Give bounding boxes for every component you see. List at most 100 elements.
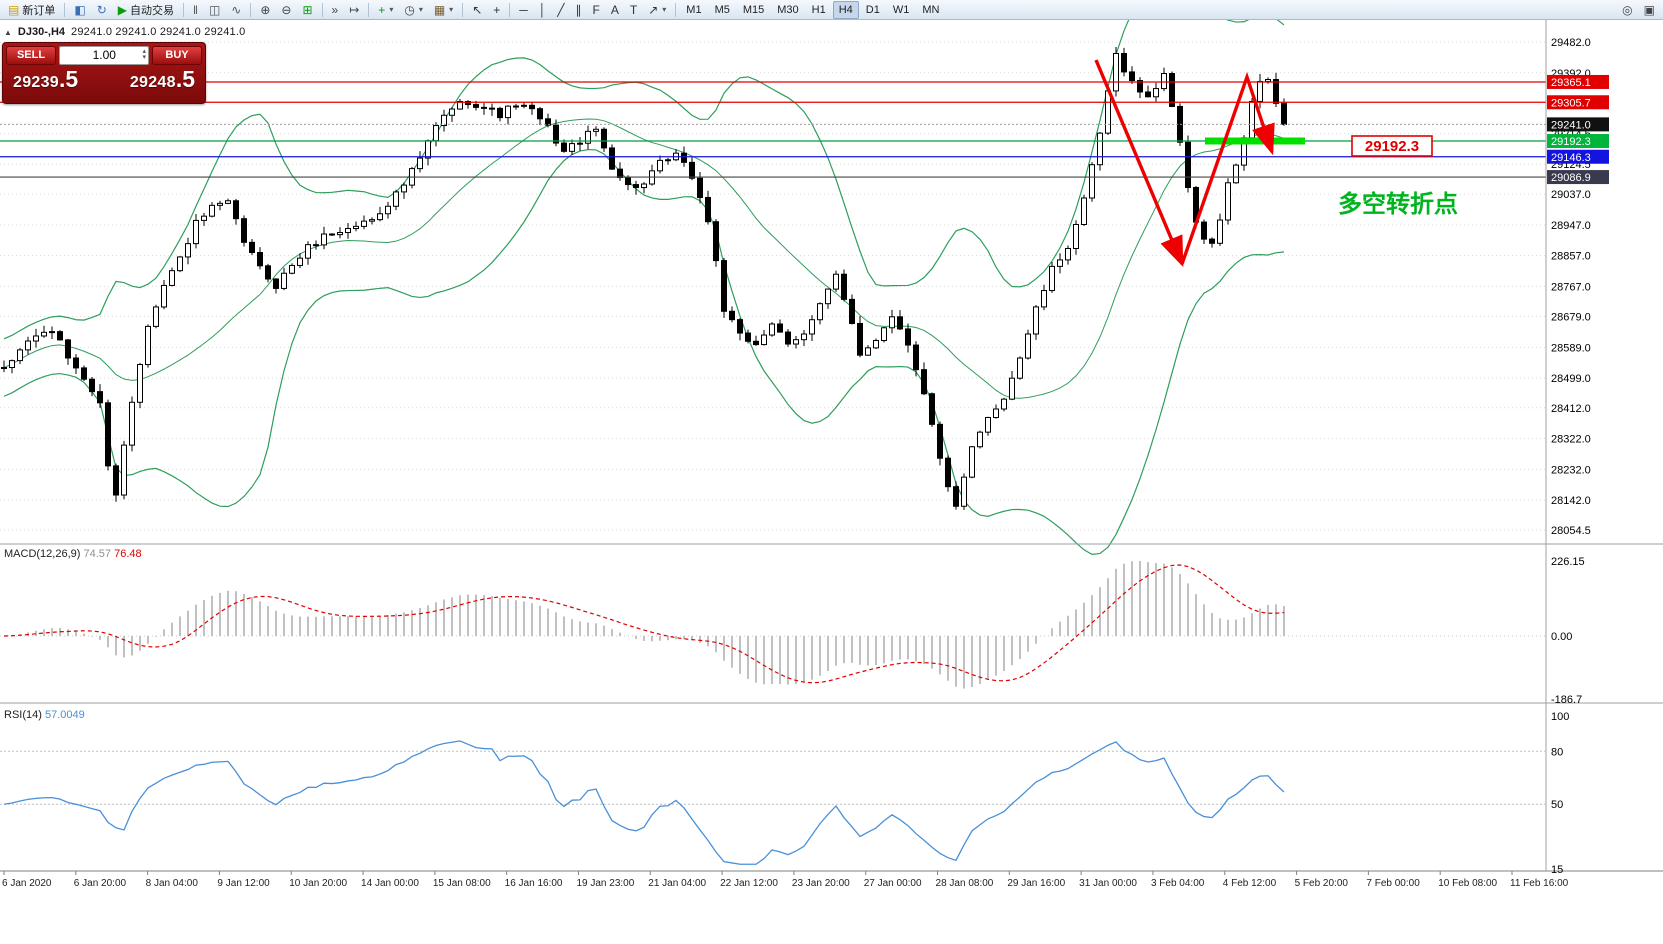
timeframe-m1-label: M1	[686, 3, 702, 16]
zoom-out-icon[interactable]: ⊖	[276, 1, 296, 19]
horizontal-line-icon[interactable]: ─	[514, 1, 533, 19]
volume-input[interactable]: 1.00 ▴ ▾	[59, 45, 149, 65]
time-label: 19 Jan 23:00	[576, 878, 634, 889]
oneclick-toggle-icon[interactable]: ▲	[4, 27, 12, 37]
horizontal-line-icon-glyph: ─	[519, 2, 528, 17]
time-label: 6 Jan 2020	[2, 878, 52, 889]
volume-up-icon[interactable]: ▴	[142, 48, 146, 55]
indicators-icon[interactable]: + ▾	[373, 1, 398, 19]
horizontal-lines[interactable]	[0, 81, 1546, 178]
templates-icon[interactable]: ▦ ▾	[429, 1, 458, 19]
chart-shift-icon[interactable]: ↦	[344, 1, 364, 19]
time-label: 8 Jan 04:00	[146, 878, 199, 889]
label-tool-icon[interactable]: T	[625, 1, 642, 19]
timeframe-d1[interactable]: D1	[860, 1, 886, 19]
time-label: 29 Jan 16:00	[1007, 878, 1065, 889]
text-tool-icon[interactable]: A	[606, 1, 624, 19]
bar-chart-icon[interactable]: ‖	[188, 1, 203, 19]
buy-price[interactable]: 29248.5	[130, 68, 195, 92]
macd-scale-label: 226.15	[1551, 556, 1585, 568]
svg-text:29037.0: 29037.0	[1551, 189, 1591, 201]
crosshair-icon[interactable]: +	[488, 1, 505, 19]
search-icon[interactable]: ◎	[1617, 1, 1637, 19]
volume-down-icon[interactable]: ▾	[142, 54, 146, 61]
svg-text:28054.5: 28054.5	[1551, 525, 1591, 537]
timeframe-m15[interactable]: M15	[737, 1, 770, 19]
timeframe-h1[interactable]: H1	[806, 1, 832, 19]
timeframe-mn-label: MN	[922, 3, 940, 16]
templates-icon-glyph: ▦	[433, 2, 446, 17]
timeframe-m30-label: M30	[777, 3, 799, 16]
svg-text:29482.0: 29482.0	[1551, 37, 1591, 49]
svg-text:28232.0: 28232.0	[1551, 464, 1591, 476]
price-callout[interactable]: 29192.3	[1351, 135, 1433, 157]
dropdown-caret-icon: ▾	[389, 5, 394, 14]
price-axis-badges: 29365.1 29305.7 29241.0 29192.3 29146.3 29086…	[1547, 74, 1609, 185]
timeframe-w1[interactable]: W1	[887, 1, 916, 19]
vertical-line-icon[interactable]: │	[534, 1, 552, 19]
toolbar-separator	[675, 2, 677, 17]
tile-windows-icon[interactable]: ⊞	[297, 1, 317, 19]
bollinger-lower	[3, 148, 1285, 555]
zoom-in-icon[interactable]: ⊕	[255, 1, 275, 19]
zoom-in-icon-glyph: ⊕	[260, 2, 271, 17]
refresh-icon[interactable]: ↻	[92, 1, 112, 19]
chart-window-icon[interactable]: ◧	[69, 1, 90, 19]
toolbar-separator	[64, 2, 66, 17]
auto-scroll-icon[interactable]: »	[327, 1, 344, 19]
autotrading-button-glyph: ▶	[117, 2, 127, 17]
turning-point-note[interactable]: 多空转折点	[1338, 190, 1458, 218]
timeframe-m15-label: M15	[742, 3, 765, 16]
time-label: 15 Jan 08:00	[433, 878, 491, 889]
periods-icon[interactable]: ◷ ▾	[399, 1, 428, 19]
timeframe-m1[interactable]: M1	[680, 1, 707, 19]
timeframe-m5[interactable]: M5	[709, 1, 736, 19]
sell-button[interactable]: SELL	[6, 45, 56, 65]
crosshair-icon-glyph: +	[493, 2, 501, 17]
svg-text:29146.3: 29146.3	[1551, 152, 1591, 164]
layout-icon[interactable]: ▣	[1639, 1, 1660, 19]
chart-window-icon-glyph: ◧	[74, 2, 86, 17]
new-order-button[interactable]: ▤ 新订单	[3, 1, 60, 19]
bollinger-middle	[3, 118, 1285, 399]
buy-button[interactable]: BUY	[152, 45, 202, 65]
time-label: 16 Jan 16:00	[505, 878, 563, 889]
toolbar: ▤ 新订单 ◧ ↻ ▶ 自动交易 ‖ ◫ ∿ ⊕ ⊖ ⊞» ↦ + ▾ ◷ ▾ ▦ ▾ ↖ + ─ │ ╱ ∥ F A T ↗ ▾ M1 M5…	[0, 0, 1663, 20]
timeframe-h4[interactable]: H4	[832, 0, 859, 19]
timeframe-d1-label: D1	[865, 3, 880, 16]
dropdown-caret-icon: ▾	[449, 5, 454, 14]
svg-text:28947.0: 28947.0	[1551, 220, 1591, 232]
trendline-icon[interactable]: ╱	[552, 1, 569, 19]
label-tool-icon-glyph: T	[629, 2, 638, 17]
line-chart-icon[interactable]: ∿	[226, 1, 246, 19]
svg-text:29192.3: 29192.3	[1551, 136, 1591, 148]
layout-icon-glyph: ▣	[1643, 2, 1655, 17]
search-icon-glyph: ◎	[1622, 2, 1633, 17]
one-click-prices: 29239.5 29248.5	[3, 67, 205, 92]
autotrading-button[interactable]: ▶ 自动交易	[113, 1, 179, 19]
arrows-tool-icon[interactable]: ↗ ▾	[643, 1, 671, 19]
fibonacci-icon[interactable]: F	[588, 1, 605, 19]
svg-text:28412.0: 28412.0	[1551, 403, 1591, 415]
new-order-button-glyph: ▤	[8, 2, 20, 17]
time-label: 10 Feb 08:00	[1438, 878, 1497, 889]
trendline-icon-glyph: ╱	[557, 2, 565, 17]
cursor-icon[interactable]: ↖	[467, 1, 487, 19]
timeframe-m5-label: M5	[714, 3, 730, 16]
macd-scale-label: 0.00	[1551, 631, 1572, 643]
candlestick-chart-icon[interactable]: ◫	[204, 1, 225, 19]
timeframe-m30[interactable]: M30	[771, 1, 804, 19]
channel-icon-glyph: ∥	[575, 2, 582, 17]
rsi-scale-label: 100	[1551, 711, 1569, 723]
sell-price[interactable]: 29239.5	[13, 68, 78, 92]
channel-icon[interactable]: ∥	[571, 1, 587, 19]
toolbar-separator	[368, 2, 370, 17]
timeframe-mn[interactable]: MN	[916, 1, 945, 19]
trend-zigzag-arrow[interactable]	[1094, 59, 1275, 268]
macd-scale-label: -186.7	[1551, 694, 1582, 706]
timeframe-h1-label: H1	[811, 3, 826, 16]
refresh-icon-glyph: ↻	[96, 2, 107, 17]
